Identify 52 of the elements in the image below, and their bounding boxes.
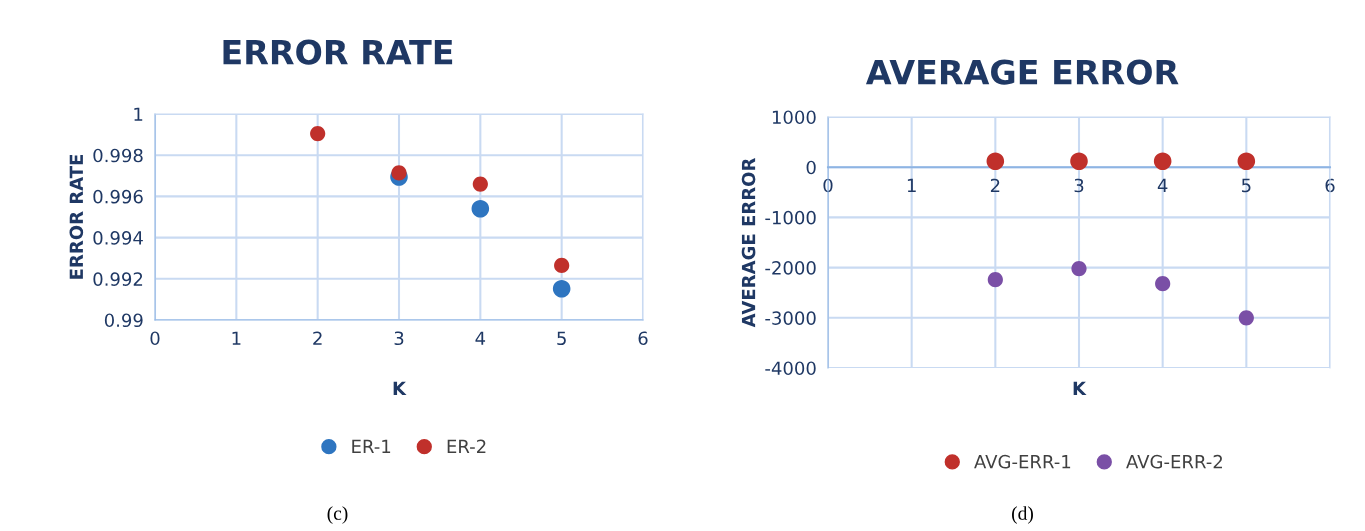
x-tick-label: 4 <box>475 331 486 345</box>
text: (d) <box>1012 506 1033 524</box>
y-tick-label: -1000 <box>765 210 816 225</box>
legend-label: ER-2 <box>447 439 486 453</box>
x-tick-label: 0 <box>150 331 160 346</box>
y-tick-label: 0.994 <box>93 231 143 245</box>
y-tick-label: 0.992 <box>93 272 143 286</box>
x-tick-label: 3 <box>1074 178 1084 193</box>
y-tick-label: 0.99 <box>104 313 143 328</box>
x-tick-label: 5 <box>557 331 566 346</box>
legend-label: ER-1 <box>352 439 391 453</box>
point <box>1238 310 1254 326</box>
y-tick-label: -2000 <box>765 261 816 275</box>
point <box>1155 276 1171 292</box>
chart-title: AVERAGE ERROR <box>865 59 1179 85</box>
point <box>471 199 490 218</box>
x-axis-title: K <box>1073 381 1087 395</box>
point <box>391 165 407 181</box>
x-tick-label: 6 <box>638 331 648 346</box>
x-tick-label: 2 <box>313 331 322 345</box>
point <box>554 257 570 274</box>
y-tick-label: 1000 <box>772 110 816 125</box>
point <box>310 125 326 142</box>
y-tick-label: -4000 <box>765 361 816 376</box>
point <box>552 279 571 298</box>
y-axis-title: ERROR RATE <box>69 154 84 279</box>
y-axis-title: AVERAGE ERROR <box>741 157 756 328</box>
y-tick-label: 0.998 <box>93 148 143 163</box>
point <box>986 152 1005 170</box>
x-tick-label: 1 <box>232 331 241 345</box>
x-tick-label: 0 <box>823 178 833 193</box>
point <box>472 176 488 192</box>
y-tick-label: -3000 <box>765 311 816 325</box>
x-axis-title: K <box>393 381 407 395</box>
point <box>1153 152 1172 170</box>
x-tick-label: 2 <box>990 178 1000 193</box>
point <box>987 272 1003 288</box>
x-tick-label: 4 <box>1157 178 1168 193</box>
text: (c) <box>327 506 348 524</box>
legend-label: AVG-ERR-2 <box>1126 454 1222 469</box>
y-tick-label: 1 <box>134 107 143 121</box>
chart-title: ERROR RATE <box>223 39 453 65</box>
point <box>1237 152 1256 170</box>
x-tick-label: 6 <box>1325 178 1335 193</box>
x-tick-label: 3 <box>394 331 404 346</box>
x-tick-label: 5 <box>1241 178 1251 193</box>
point <box>1070 152 1088 170</box>
point <box>1071 261 1087 277</box>
x-tick-label: 1 <box>907 178 916 193</box>
y-tick-label: 0 <box>806 160 816 175</box>
legend-label: AVG-ERR-1 <box>974 454 1071 469</box>
y-tick-label: 0.996 <box>93 189 143 204</box>
